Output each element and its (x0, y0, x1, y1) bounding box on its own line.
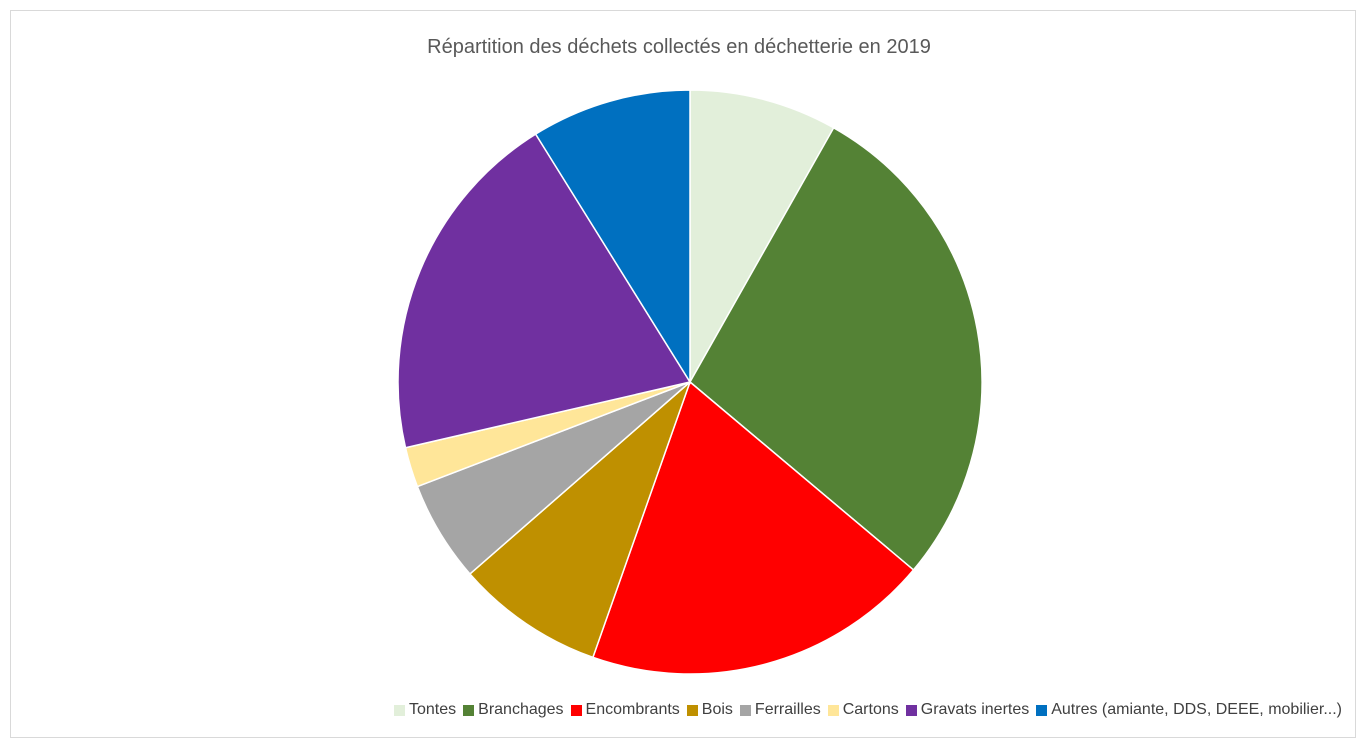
legend-label: Encombrants (585, 701, 680, 718)
legend-swatch (1036, 704, 1048, 716)
legend-item: Autres (amiante, DDS, DEEE, mobilier...) (1036, 701, 1342, 719)
legend-label: Bois (701, 701, 733, 718)
legend-swatch (827, 704, 839, 716)
pie-slice-6 (397, 133, 692, 449)
legend-item: Branchages (463, 701, 564, 719)
chart-title: Répartition des déchets collectés en déc… (427, 36, 931, 58)
legend-label: Branchages (478, 701, 564, 718)
legend-label: Tontes (409, 701, 457, 718)
pie-slice-1 (689, 126, 983, 571)
legend-swatch (463, 704, 475, 716)
legend-item: Gravats inertes (905, 701, 1030, 719)
legend-swatch (570, 704, 582, 716)
legend-item: Encombrants (570, 701, 680, 719)
pie-slice-3 (468, 379, 692, 659)
legend-item: Cartons (827, 701, 899, 719)
legend-item: Ferrailles (739, 701, 821, 719)
legend-swatch (394, 704, 405, 716)
legend-swatch (739, 704, 751, 716)
legend-label: Autres (amiante, DDS, DEEE, mobilier...) (1051, 701, 1342, 718)
legend-item: Bois (686, 701, 733, 719)
legend-swatch (686, 704, 698, 716)
legend-swatch (905, 704, 917, 716)
chart-legend: Tontes Branchages Encombrants Bois Ferraille… (387, 701, 1342, 719)
pie-slice-2 (591, 380, 915, 675)
legend-label: Gravats inertes (920, 701, 1030, 718)
pie-slice-0 (689, 89, 835, 385)
pie-slice-7 (534, 89, 691, 385)
legend-label: Cartons (842, 701, 899, 718)
legend-label: Ferrailles (754, 701, 821, 718)
legend-item: Tontes (394, 701, 456, 719)
